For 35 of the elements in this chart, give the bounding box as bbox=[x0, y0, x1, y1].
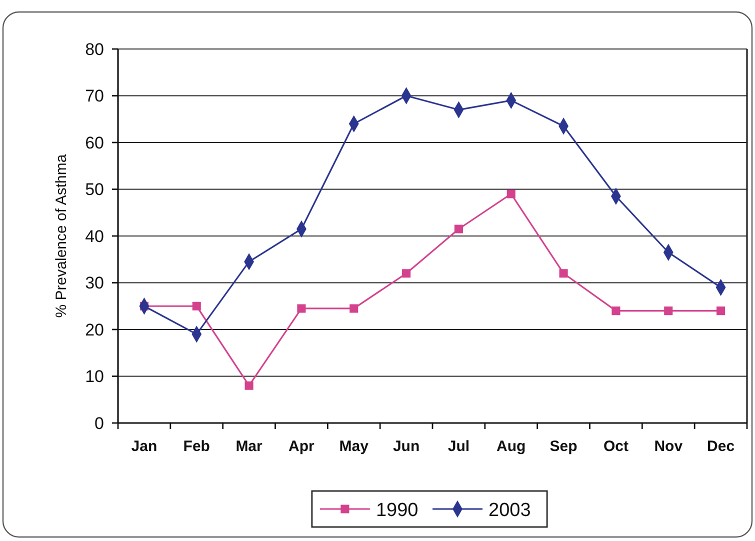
point bbox=[454, 224, 463, 234]
y-tick-label: 0 bbox=[94, 414, 104, 433]
point bbox=[612, 306, 620, 316]
point bbox=[192, 302, 201, 310]
point bbox=[506, 190, 516, 198]
point bbox=[297, 304, 306, 313]
y-axis-title: % Prevalence of Asthma bbox=[53, 154, 70, 318]
y-tick-label: 40 bbox=[85, 226, 104, 246]
y-tick-label: 70 bbox=[85, 86, 104, 106]
point bbox=[664, 306, 673, 316]
point bbox=[716, 306, 726, 316]
y-tick-label: 50 bbox=[85, 180, 104, 200]
x-tick-label: Jun bbox=[392, 438, 420, 455]
legend-label: 2003 bbox=[488, 500, 531, 521]
x-tick-label: Oct bbox=[603, 438, 628, 455]
point bbox=[350, 304, 358, 313]
point bbox=[244, 381, 254, 390]
x-tick-label: Apr bbox=[288, 438, 315, 455]
legend-label: 1990 bbox=[376, 500, 418, 521]
y-tick-label: 80 bbox=[85, 40, 104, 59]
y-tick-label: 60 bbox=[85, 133, 104, 152]
x-tick-label: Sep bbox=[550, 438, 578, 455]
y-tick-label: 30 bbox=[85, 274, 104, 293]
point bbox=[402, 269, 411, 278]
x-tick-label: Aug bbox=[496, 438, 526, 455]
x-tick-label: Jan bbox=[131, 438, 158, 455]
point bbox=[559, 269, 568, 278]
x-tick-label: Mar bbox=[236, 438, 263, 455]
x-tick-label: Nov bbox=[654, 438, 684, 455]
y-tick-label: 20 bbox=[85, 320, 104, 340]
y-tick-label: 10 bbox=[85, 367, 104, 386]
x-tick-label: Feb bbox=[183, 438, 210, 455]
x-tick-label: Dec bbox=[707, 438, 735, 455]
x-tick-label: May bbox=[339, 438, 370, 455]
x-tick-label: Jul bbox=[448, 438, 470, 455]
